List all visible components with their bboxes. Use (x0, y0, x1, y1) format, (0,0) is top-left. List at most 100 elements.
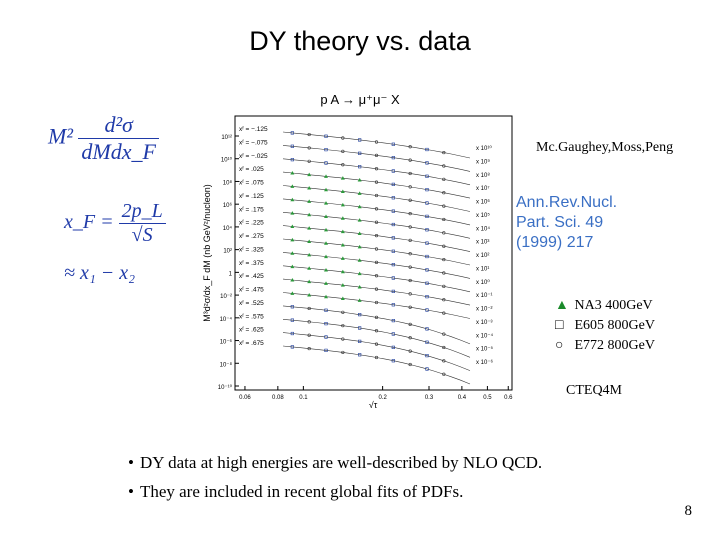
xf-label: xᶠ = .575 (239, 313, 264, 320)
na3-point (340, 296, 345, 301)
e772-point (374, 342, 379, 346)
scale-factor-label: x 10⁻⁵ (476, 346, 494, 353)
e772-point (374, 234, 379, 238)
theory-curve (282, 278, 471, 306)
formula-numerator: d²σ (78, 112, 159, 139)
na3-point (357, 298, 362, 302)
formula-fraction: d²σ dMdx_F (78, 112, 159, 165)
e605-point (425, 268, 429, 272)
e605-point (290, 345, 294, 349)
xf-label: xᶠ = −.075 (239, 139, 268, 146)
e605-point (425, 228, 429, 232)
xf-label: xᶠ = .425 (239, 273, 264, 280)
xf-label: xᶠ = −.125 (239, 126, 268, 133)
xf-label: xᶠ = .225 (239, 220, 264, 227)
e772-point (442, 177, 446, 181)
e605-point (324, 348, 328, 352)
scale-factor-label: x 10⁰ (476, 279, 490, 286)
scale-factor-label: x 10⁶ (476, 199, 490, 206)
circle-icon: ○ (555, 338, 564, 353)
journal-line: Part. Sci. 49 (516, 214, 604, 231)
e772-point (442, 244, 446, 248)
e772-point (408, 171, 412, 176)
e772-point (442, 332, 446, 336)
e772-point (341, 324, 345, 328)
dy-cross-section-plot: p A → μ⁺μ⁻ X 10¹² 10¹⁰ 10⁸ 10⁶ 10⁴ 10² 1 10⁻² 10… (202, 92, 513, 408)
na3-point (340, 283, 345, 287)
theory-curve (282, 292, 471, 319)
e772-point (374, 300, 379, 305)
e772-point (341, 310, 345, 314)
na3-point (357, 244, 362, 249)
scale-factor-label: x 10⁻³ (476, 320, 493, 326)
x-tick-label: 0.06 (239, 395, 251, 401)
legend-entry: ○ E772 800GeV (555, 336, 655, 356)
theory-curve (282, 212, 471, 239)
e772-point (442, 231, 446, 235)
e605-point (425, 214, 429, 218)
e772-point (442, 257, 446, 262)
e605-point (324, 322, 328, 326)
na3-point (340, 269, 345, 274)
e772-point (442, 191, 446, 195)
scale-factor-label: x 10⁹ (476, 158, 490, 165)
na3-point (324, 214, 329, 218)
e772-point (307, 333, 311, 337)
e605-point (425, 295, 429, 299)
scale-factor-label: x 10² (476, 253, 489, 259)
xf-label: xᶠ = .125 (239, 193, 264, 200)
e772-point (307, 146, 311, 150)
scale-factor-label: x 10¹ (476, 266, 489, 272)
y-tick-label: 10⁸ (223, 179, 233, 186)
xf-label: xᶠ = .525 (239, 300, 264, 307)
na3-point (340, 216, 345, 220)
journal-line: (1999) 217 (516, 234, 594, 251)
na3-point (307, 252, 312, 257)
na3-point (307, 212, 312, 217)
e772-point (442, 311, 446, 315)
xf-lhs: x_F = (64, 211, 114, 234)
e605-point (290, 144, 294, 148)
e605-point (324, 161, 328, 165)
e772-point (442, 271, 446, 275)
e772-point (374, 260, 379, 264)
na3-point (324, 201, 329, 205)
xf-label: xᶠ = .625 (239, 327, 264, 334)
approx-formula: ≈ x₁ − x₂ (64, 262, 136, 284)
na3-point (290, 291, 295, 295)
e605-point (391, 345, 395, 349)
e772-point (408, 265, 412, 269)
xf-label: xᶠ = .675 (239, 340, 264, 347)
legend-label: NA3 400GeV (574, 298, 653, 313)
journal-line: Ann.Rev.Nucl. (516, 194, 618, 211)
e605-point (290, 158, 294, 162)
e605-point (324, 308, 328, 312)
e605-point (425, 188, 429, 192)
e605-point (391, 332, 395, 336)
xf-fraction: 2p_L √S (118, 200, 166, 247)
theory-curve (282, 238, 471, 266)
na3-point (290, 251, 295, 255)
xf-formula: x_F = 2p_L √S (64, 200, 166, 247)
na3-point (290, 224, 295, 229)
e772-point (408, 336, 412, 340)
e772-point (374, 329, 379, 333)
na3-point (307, 293, 312, 297)
e772-point (408, 238, 412, 242)
e605-point (391, 289, 395, 293)
xf-denominator: √S (131, 224, 153, 246)
x-tick-label: 0.08 (272, 395, 284, 401)
e772-point (374, 180, 379, 184)
e605-point (391, 156, 395, 160)
chart-title: p A → μ⁺μ⁻ X (320, 92, 400, 107)
authors-reference: Mc.Gaughey,Moss,Peng (536, 140, 674, 155)
xf-label: xᶠ = .375 (239, 260, 264, 267)
e605-point (391, 303, 395, 307)
e772-point (341, 136, 345, 140)
scale-factor-label: x 10⁸ (476, 172, 490, 179)
e605-point (324, 134, 328, 138)
na3-point (307, 226, 312, 230)
scale-factor-label: x 10¹⁰ (476, 145, 492, 152)
e772-point (374, 274, 379, 278)
scale-factor-label: x 10³ (476, 240, 489, 246)
